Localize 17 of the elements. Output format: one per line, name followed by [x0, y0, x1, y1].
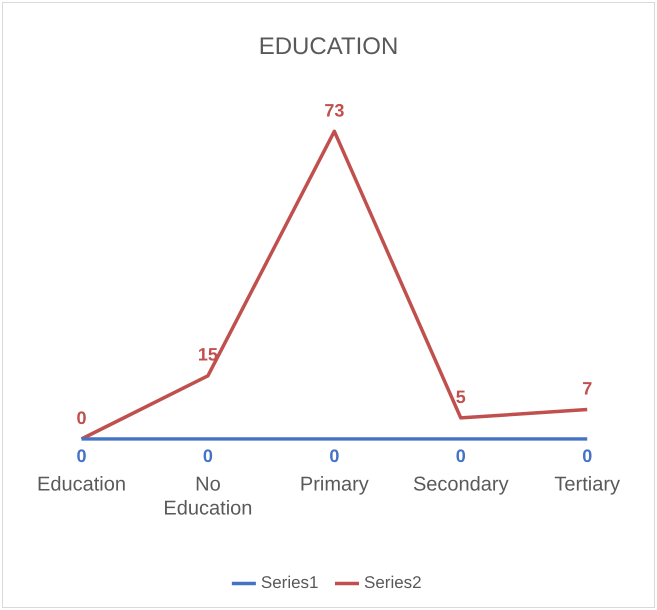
x-tick-label: Primary — [300, 474, 369, 496]
data-label: 5 — [456, 386, 466, 407]
data-label: 0 — [456, 446, 466, 466]
data-label: 0 — [582, 446, 592, 466]
data-label: 7 — [582, 378, 592, 398]
data-label: 0 — [76, 408, 86, 428]
x-tick-label: No Education — [163, 474, 252, 520]
legend-label: Series2 — [364, 573, 422, 592]
data-label: 0 — [329, 446, 340, 466]
data-label: 0 — [76, 446, 86, 466]
x-tick-label: Secondary — [412, 474, 509, 496]
x-tick-label: Tertiary — [554, 474, 620, 496]
data-label: 0 — [202, 446, 213, 466]
data-label: 73 — [324, 100, 344, 120]
x-tick-label: Education — [36, 474, 126, 496]
legend-label: Series1 — [260, 573, 318, 592]
chart-title: EDUCATION — [258, 33, 398, 60]
